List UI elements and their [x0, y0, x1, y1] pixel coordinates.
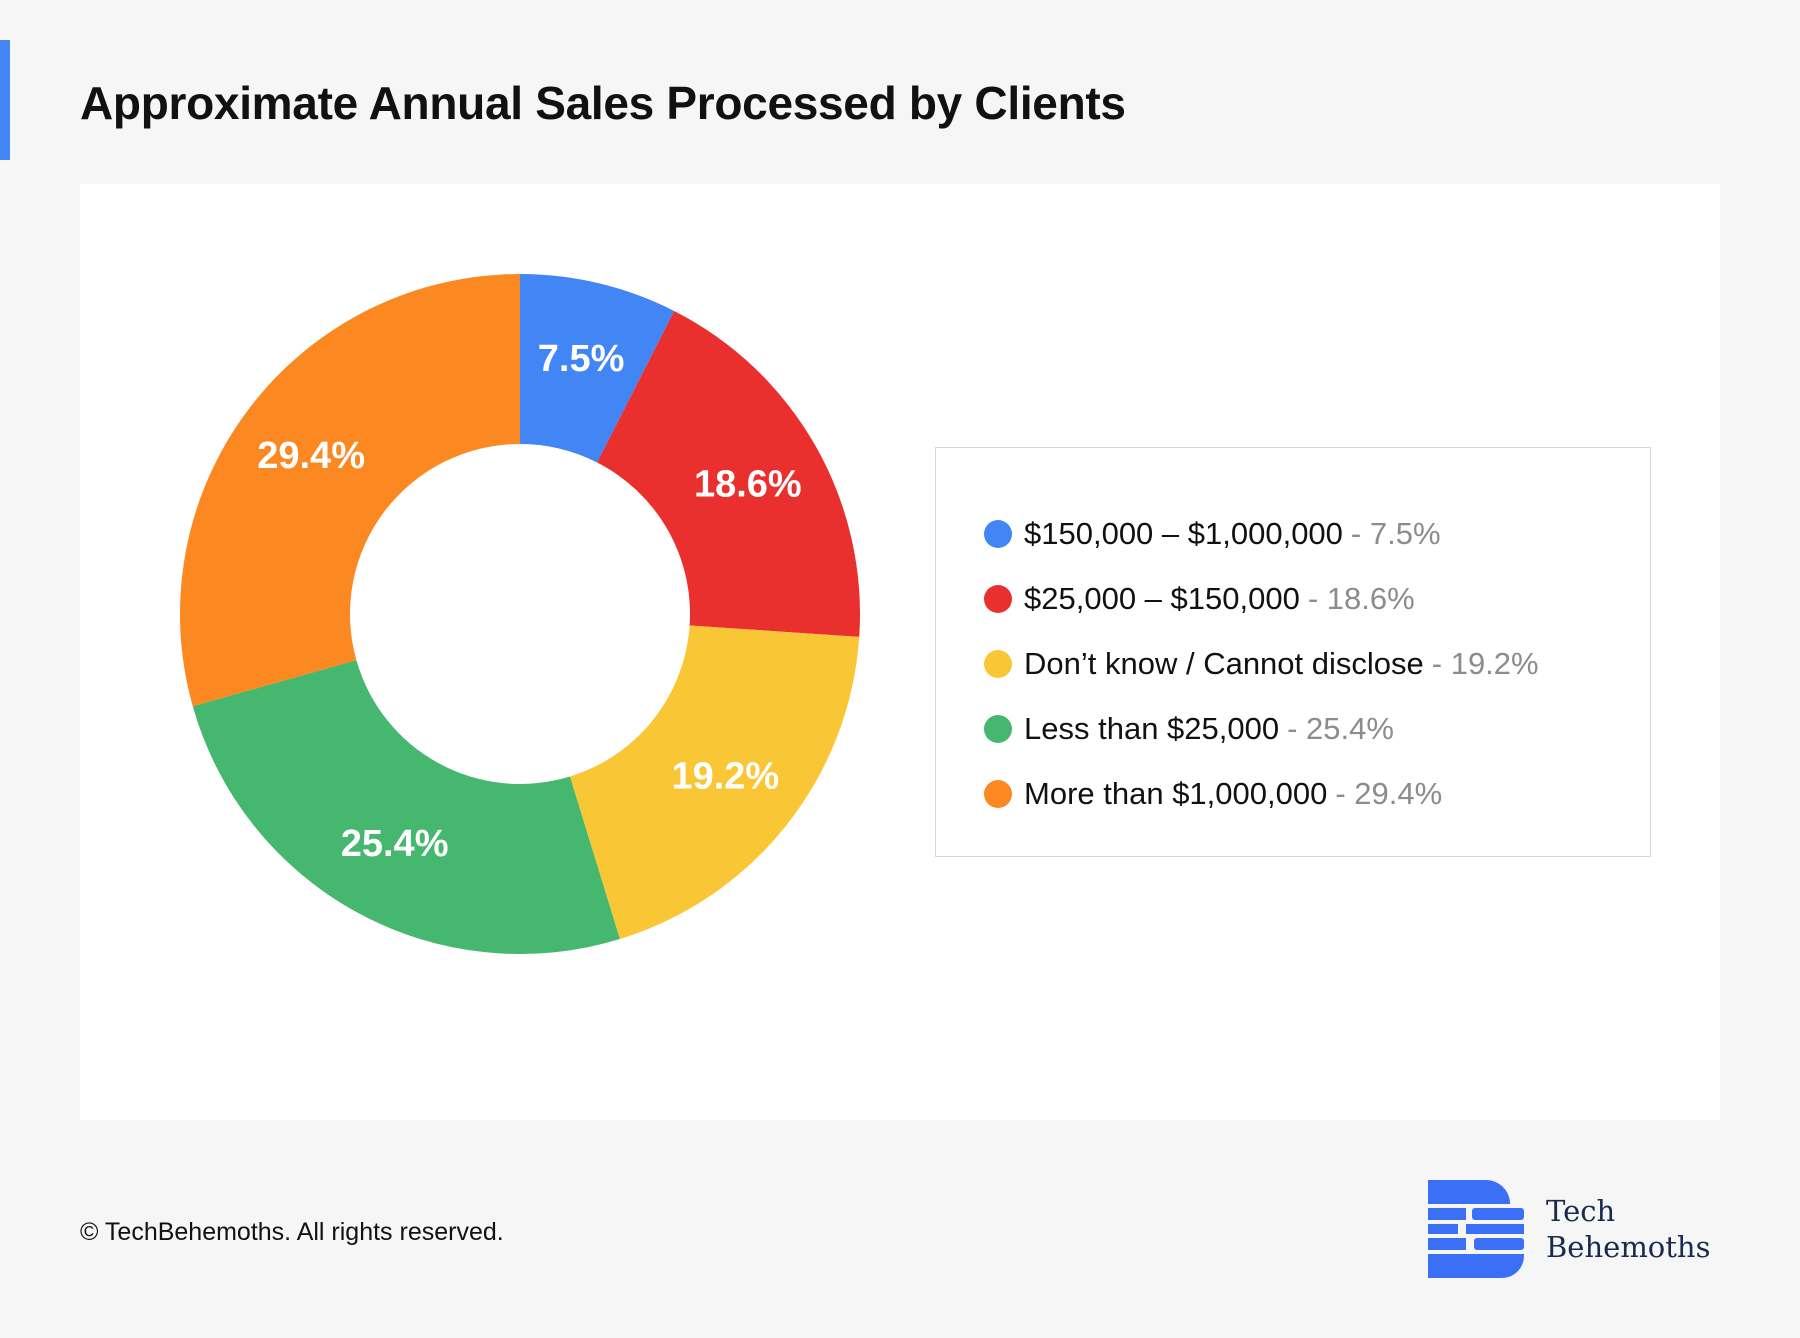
donut-slice-label-1: 18.6%: [694, 464, 802, 506]
legend-item-0: $150,000 – $1,000,000- 7.5%: [984, 501, 1650, 566]
legend-item-4: More than $1,000,000- 29.4%: [984, 761, 1650, 826]
chart-legend: $150,000 – $1,000,000- 7.5% $25,000 – $15…: [935, 447, 1651, 857]
brand-wordmark: Tech Behemoths: [1546, 1193, 1710, 1265]
techbehemoths-logo-icon: [1428, 1180, 1524, 1278]
legend-value: - 7.5%: [1350, 515, 1441, 551]
legend-label: Don’t know / Cannot disclose: [1024, 645, 1424, 681]
donut-slice-label-2: 19.2%: [671, 756, 779, 798]
legend-swatch-icon: [984, 649, 1012, 678]
donut-slice-label-4: 29.4%: [257, 435, 365, 477]
donut-chart: 7.5% 18.6% 19.2% 25.4% 29.4%: [180, 274, 860, 954]
legend-swatch-icon: [984, 584, 1012, 613]
legend-swatch-icon: [984, 519, 1012, 548]
page-title: Approximate Annual Sales Processed by Cl…: [80, 77, 1126, 129]
brand-line-2: Behemoths: [1546, 1230, 1711, 1264]
donut-slice-1: [597, 310, 860, 637]
donut-slice-2: [569, 625, 860, 939]
legend-value: - 18.6%: [1307, 580, 1415, 616]
legend-swatch-icon: [984, 779, 1012, 808]
donut-slice-label-3: 25.4%: [341, 823, 449, 865]
donut-slice-0: [520, 274, 675, 463]
chart-card: 7.5% 18.6% 19.2% 25.4% 29.4% $150,000 – $1,0…: [80, 184, 1720, 1120]
legend-label: Less than $25,000: [1024, 710, 1280, 746]
legend-item-1: $25,000 – $150,000- 18.6%: [984, 566, 1650, 631]
donut-slice-label-0: 7.5%: [538, 338, 625, 380]
donut-slice-3: [192, 660, 620, 954]
donut-slice-4: [180, 274, 520, 707]
legend-label: More than $1,000,000: [1024, 775, 1328, 811]
legend-value: - 19.2%: [1431, 645, 1539, 681]
brand-line-1: Tech: [1546, 1194, 1616, 1228]
legend-item-2: Don’t know / Cannot disclose - 19.2%: [984, 631, 1650, 696]
legend-label: $150,000 – $1,000,000: [1024, 515, 1343, 551]
legend-value: - 29.4%: [1335, 775, 1443, 811]
legend-value: - 25.4%: [1287, 710, 1394, 746]
copyright-text: © TechBehemoths. All rights reserved.: [80, 1218, 504, 1246]
legend-swatch-icon: [984, 714, 1012, 743]
legend-list: $150,000 – $1,000,000- 7.5% $25,000 – $15…: [936, 448, 1650, 826]
legend-item-3: Less than $25,000- 25.4%: [984, 696, 1650, 761]
legend-label: $25,000 – $150,000: [1024, 580, 1300, 616]
accent-bar: [0, 40, 10, 160]
brand-logo: Tech Behemoths: [1428, 1180, 1710, 1278]
